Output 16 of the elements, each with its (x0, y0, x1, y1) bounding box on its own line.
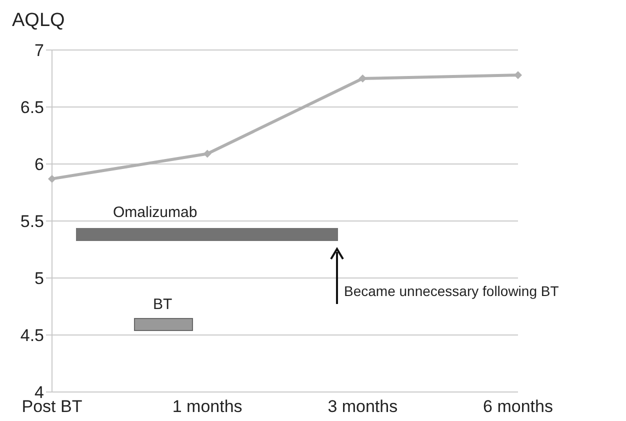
y-tick-label: 5.5 (20, 212, 44, 232)
annotation: Became unnecessary following BT (344, 283, 560, 299)
point (48, 174, 56, 183)
point (514, 71, 522, 80)
annotation: BT (153, 296, 172, 313)
y-axis-title: AQLQ (12, 10, 65, 31)
y-tick-label: 7 (34, 41, 44, 60)
x-tick-label: 1 months (172, 397, 242, 416)
y-tick-label: 6.5 (20, 98, 44, 118)
y-tick-label: 5 (34, 269, 44, 288)
annotation: Omalizumab (113, 204, 198, 221)
y-tick-label: 4.5 (20, 326, 44, 346)
x-tick-label: 6 months (483, 397, 553, 416)
point (203, 150, 212, 158)
y-tick-label: 6 (34, 155, 44, 174)
x-tick-label: 3 months (328, 397, 398, 416)
